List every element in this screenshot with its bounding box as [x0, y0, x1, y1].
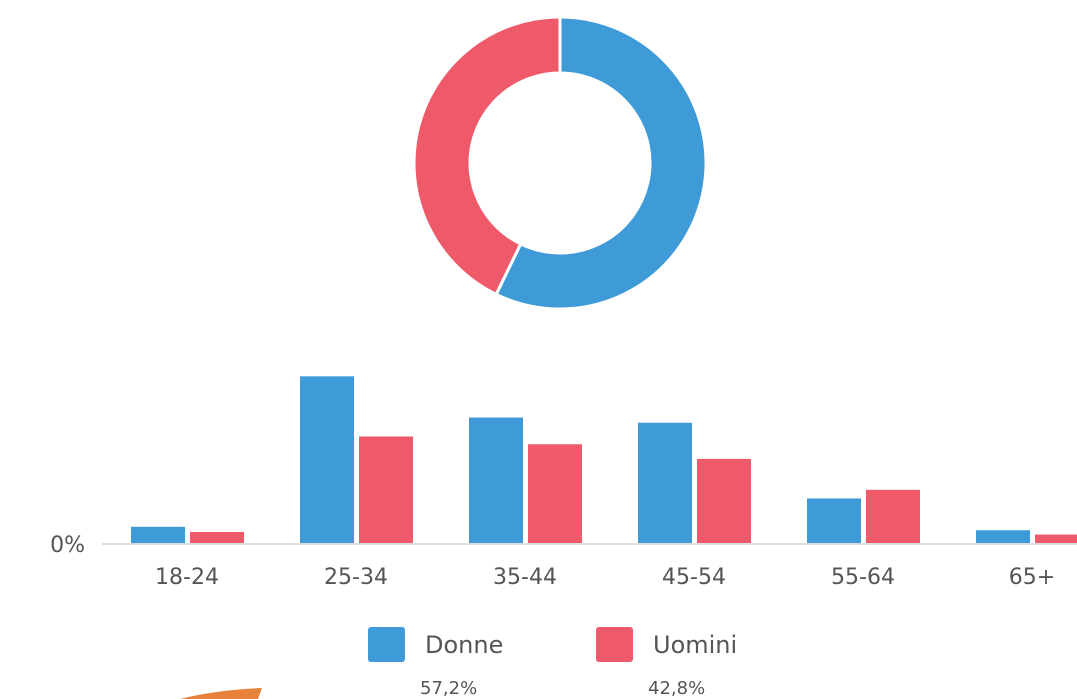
legend-swatch	[368, 627, 405, 662]
legend-swatch	[596, 627, 633, 662]
x-tick-label: 35-44	[493, 565, 557, 590]
legend-label: Donne	[425, 631, 503, 659]
x-tick-label: 65+	[1009, 565, 1055, 590]
x-tick-label: 55-64	[831, 565, 895, 590]
page: 0% 18-24 25-34 35-44 45-54 55-64 65+ Donne 57,2%…	[0, 0, 1077, 699]
bar	[638, 423, 692, 543]
legend-label: Uomini	[653, 631, 737, 659]
bar	[697, 459, 751, 543]
legend-value: 57,2%	[420, 678, 477, 699]
bar	[528, 444, 582, 543]
bar	[976, 530, 1030, 543]
bar	[469, 418, 523, 543]
bar	[807, 498, 861, 543]
x-tick-label: 25-34	[324, 565, 388, 590]
bar	[131, 527, 185, 543]
chart: 0% 18-24 25-34 35-44 45-54 55-64 65+ Donne 57,2%…	[0, 0, 1077, 699]
y-tick-label: 0%	[50, 533, 85, 558]
bar	[359, 437, 413, 544]
decoration	[180, 688, 262, 699]
x-tick-label: 45-54	[662, 565, 726, 590]
legend-value: 42,8%	[648, 678, 705, 699]
bar	[866, 490, 920, 543]
bar	[1035, 535, 1077, 543]
bar	[190, 532, 244, 543]
bar	[300, 376, 354, 543]
x-tick-label: 18-24	[155, 565, 219, 590]
